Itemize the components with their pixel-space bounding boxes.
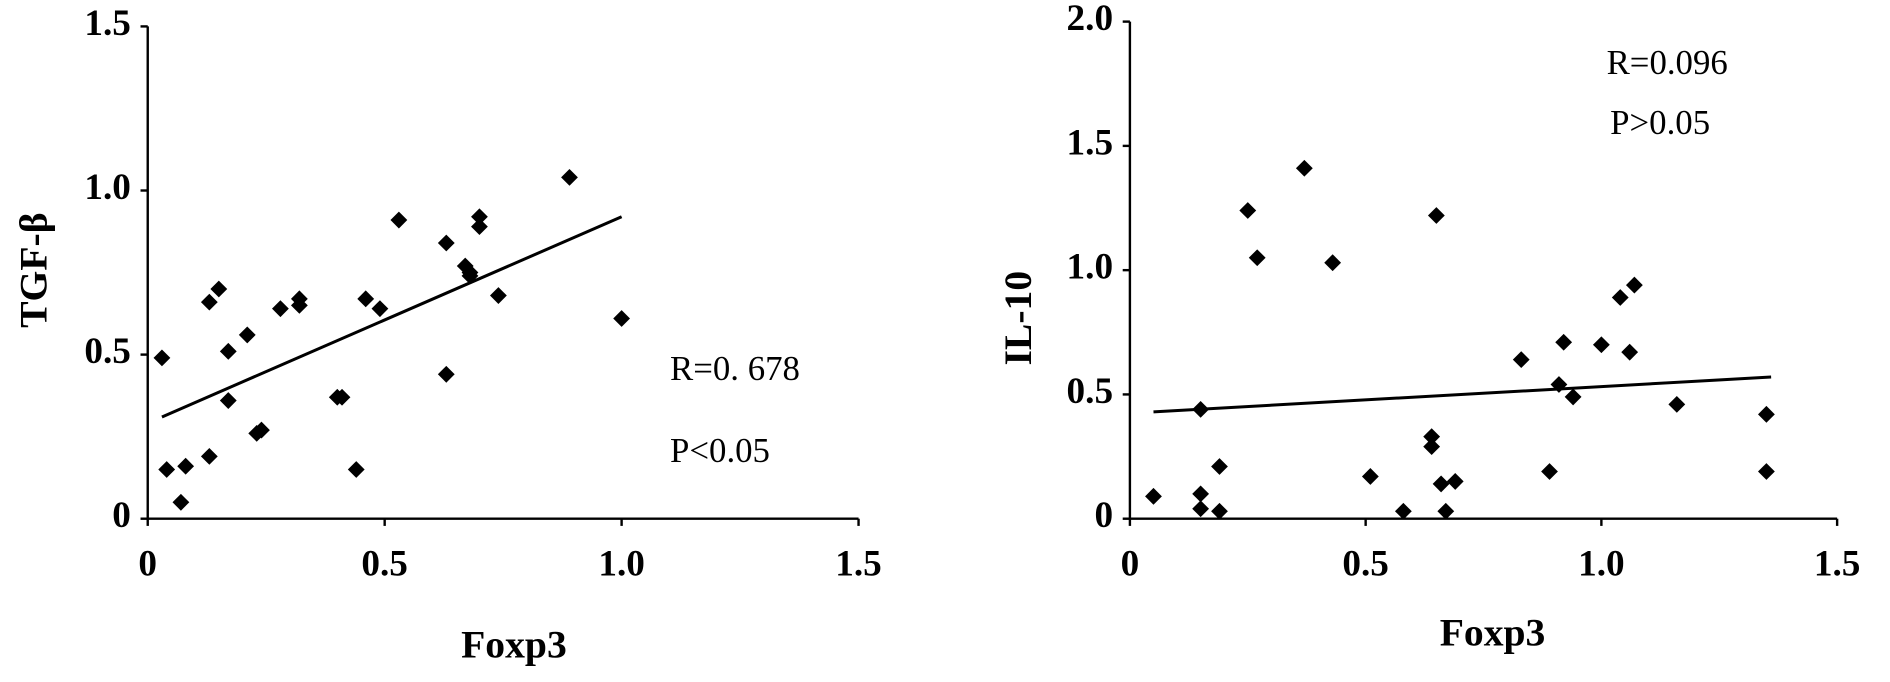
point [613, 310, 631, 327]
point [1324, 254, 1342, 272]
point [1239, 202, 1257, 219]
trend-line [1153, 375, 1772, 414]
point [1427, 207, 1445, 224]
y-tick-label: 1.5 [84, 3, 131, 44]
annotation: R=0. 678 [670, 349, 800, 388]
point [1423, 428, 1441, 446]
point [1512, 351, 1530, 369]
annotation: P<0.05 [670, 431, 770, 470]
point [238, 326, 256, 344]
x-tick-label: 1.5 [835, 543, 882, 584]
y-axis-label: TGF-β [11, 212, 55, 327]
x-tick-label: 0 [138, 543, 157, 584]
point [1423, 438, 1441, 456]
point [290, 296, 308, 314]
point [1757, 405, 1775, 423]
point [1437, 502, 1455, 520]
x-tick-label: 0.5 [361, 543, 408, 584]
point [333, 388, 351, 406]
point [153, 349, 171, 367]
point [1248, 249, 1266, 267]
x-tick-label: 1.0 [598, 543, 645, 584]
x-tick-label: 0 [1121, 543, 1140, 584]
y-tick-label: 2.0 [1067, 0, 1114, 39]
point [1394, 502, 1412, 520]
point [371, 300, 389, 318]
x-tick-label: 0.5 [1342, 543, 1389, 584]
point [489, 287, 507, 304]
annotation: R=0.096 [1607, 43, 1728, 82]
point [1192, 500, 1210, 518]
point [1621, 343, 1639, 361]
point [1432, 475, 1450, 493]
point [1145, 487, 1162, 505]
point [1564, 388, 1582, 406]
point [219, 392, 237, 409]
y-tick-label: 0.5 [1067, 371, 1114, 412]
point [437, 234, 455, 252]
point [1361, 468, 1379, 485]
point [177, 457, 195, 475]
point [1668, 395, 1686, 413]
point [272, 300, 289, 318]
point [158, 461, 176, 478]
point [1295, 159, 1313, 177]
point [357, 290, 375, 308]
point [1611, 289, 1629, 306]
point [437, 365, 455, 383]
point [471, 208, 488, 226]
y-tick-label: 1.0 [1067, 247, 1114, 288]
annotation: P>0.05 [1610, 103, 1710, 142]
point [200, 293, 218, 311]
x-tick-label: 1.0 [1578, 543, 1625, 584]
point [1211, 502, 1228, 520]
y-tick-label: 0 [1094, 495, 1113, 536]
y-tick-label: 0 [112, 495, 131, 536]
point [1555, 333, 1573, 351]
point [200, 447, 218, 465]
point [1211, 458, 1228, 475]
point [1541, 463, 1558, 480]
point [1625, 276, 1643, 294]
point [1592, 336, 1610, 354]
point [219, 342, 237, 360]
point [390, 211, 408, 229]
x-axis-label: Foxp3 [461, 622, 567, 666]
y-tick-label: 0.5 [84, 331, 131, 372]
point [210, 280, 228, 298]
point [471, 218, 488, 236]
point [1757, 463, 1775, 480]
point [561, 168, 578, 186]
y-tick-label: 1.0 [84, 167, 131, 208]
x-axis-label: Foxp3 [1440, 610, 1546, 654]
y-tick-label: 1.5 [1067, 122, 1114, 163]
point [172, 493, 190, 511]
x-tick-label: 1.5 [1814, 543, 1861, 584]
point [347, 461, 365, 478]
point [1446, 473, 1464, 490]
trend-line [161, 215, 623, 419]
y-axis-label: IL-10 [996, 271, 1040, 366]
point [1192, 485, 1210, 503]
